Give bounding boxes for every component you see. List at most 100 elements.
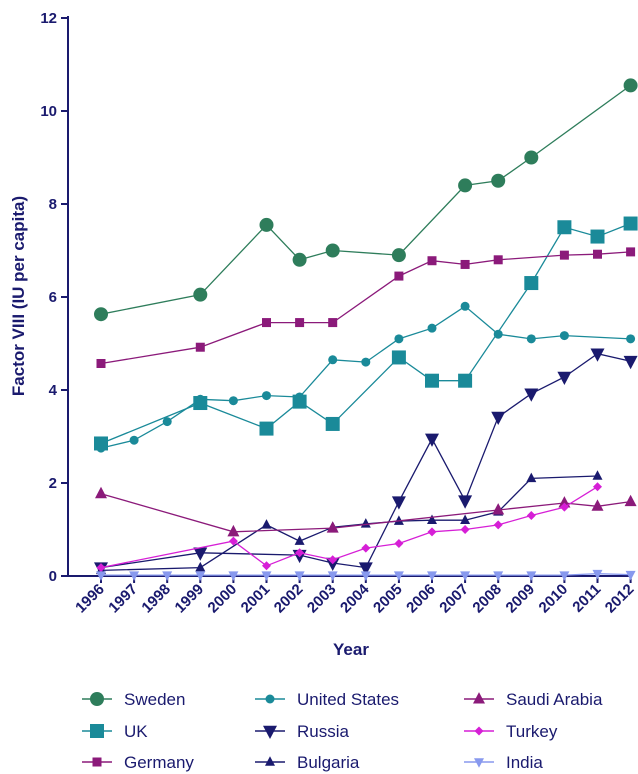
data-point-uk xyxy=(524,276,539,291)
x-tick-label: 2008 xyxy=(469,581,505,617)
legend: Sweden United States Saudi Arabia UK Russia T… xyxy=(82,690,603,772)
data-point-uk xyxy=(590,229,605,244)
data-point-russia xyxy=(491,411,506,426)
y-tick-label: 12 xyxy=(40,10,57,27)
y-tick-label: 2 xyxy=(49,475,57,492)
legend-marker xyxy=(263,725,277,740)
data-point-india xyxy=(526,571,537,581)
data-point-germany xyxy=(295,318,305,328)
x-tick-label: 2010 xyxy=(536,581,572,617)
legend-label: Bulgaria xyxy=(297,753,360,772)
data-point-germany xyxy=(559,250,569,260)
series-bulgaria xyxy=(96,470,603,575)
data-point-germany xyxy=(262,318,271,328)
data-point-uk xyxy=(557,220,572,235)
data-point-united-states xyxy=(460,301,470,311)
series-saudi-arabia xyxy=(95,486,637,537)
data-point-germany xyxy=(626,247,636,257)
x-tick-label: 1999 xyxy=(172,581,208,617)
data-point-turkey xyxy=(493,520,503,530)
legend-item-germany: Germany xyxy=(82,753,194,772)
data-point-united-states xyxy=(328,355,338,365)
data-point-saudi-arabia xyxy=(326,521,339,533)
data-point-turkey xyxy=(328,555,338,565)
data-point-bulgaria xyxy=(261,519,272,529)
data-point-russia xyxy=(590,348,605,362)
data-point-united-states xyxy=(295,392,305,402)
data-point-sweden xyxy=(623,78,638,93)
data-point-sweden xyxy=(292,252,307,267)
data-point-russia xyxy=(391,496,406,510)
data-point-united-states xyxy=(262,391,271,401)
series-line-sweden xyxy=(100,84,631,315)
data-point-india xyxy=(327,571,338,581)
data-point-india xyxy=(592,569,603,580)
legend-label: India xyxy=(506,753,543,772)
legend-item-russia: Russia xyxy=(255,722,350,741)
data-point-india xyxy=(393,571,404,581)
data-point-india xyxy=(129,571,140,581)
legend-marker xyxy=(265,694,275,704)
legend-marker xyxy=(473,692,485,704)
data-point-india xyxy=(360,571,371,581)
y-tick-label: 8 xyxy=(49,196,57,213)
x-tick-label: 2004 xyxy=(337,580,373,616)
x-tick-label: 1997 xyxy=(105,581,141,617)
data-point-russia xyxy=(557,371,572,386)
data-point-india xyxy=(228,571,239,581)
data-point-sweden xyxy=(491,173,506,188)
data-point-russia xyxy=(425,433,439,447)
series-line-russia xyxy=(100,353,631,569)
data-point-russia xyxy=(193,547,208,561)
legend-label: Turkey xyxy=(506,722,558,741)
legend-label: UK xyxy=(124,722,148,741)
data-point-india xyxy=(261,571,272,581)
data-point-united-states xyxy=(526,334,536,344)
data-point-sweden xyxy=(94,307,108,322)
legend-item-turkey: Turkey xyxy=(464,722,558,741)
x-tick-label: 2007 xyxy=(436,581,472,617)
legend-marker xyxy=(90,724,104,738)
x-tick-label: 2000 xyxy=(205,581,241,617)
data-point-turkey xyxy=(559,502,569,512)
data-point-turkey xyxy=(228,536,238,546)
data-point-turkey xyxy=(96,563,106,573)
legend-label: Saudi Arabia xyxy=(506,690,603,709)
data-point-india xyxy=(493,571,504,581)
legend-label: United States xyxy=(297,690,399,709)
data-point-turkey xyxy=(361,543,371,553)
data-point-sweden xyxy=(325,243,340,258)
data-point-bulgaria xyxy=(592,470,603,480)
data-point-turkey xyxy=(593,482,602,492)
data-point-germany xyxy=(593,249,602,259)
legend-item-uk: UK xyxy=(82,722,148,741)
data-point-bulgaria xyxy=(460,514,471,524)
data-point-india xyxy=(96,571,106,581)
x-axis-title: Year xyxy=(333,640,369,659)
data-point-russia xyxy=(325,557,340,572)
data-point-bulgaria xyxy=(427,514,437,524)
y-tick-label: 0 xyxy=(49,568,57,585)
data-point-uk xyxy=(458,373,473,388)
data-point-united-states xyxy=(394,334,404,344)
series-turkey xyxy=(96,482,602,573)
data-point-saudi-arabia xyxy=(591,499,604,511)
data-point-india xyxy=(195,571,206,581)
data-point-turkey xyxy=(295,548,305,558)
data-point-uk xyxy=(425,373,439,388)
data-point-india xyxy=(559,571,570,581)
data-point-india xyxy=(294,571,305,581)
series-india xyxy=(96,569,636,581)
data-point-germany xyxy=(427,256,437,266)
x-tick-label: 2002 xyxy=(271,581,307,617)
data-point-india xyxy=(625,570,636,581)
data-point-turkey xyxy=(526,511,536,521)
data-point-united-states xyxy=(626,334,636,344)
data-point-germany xyxy=(328,318,338,328)
x-tick-label: 2003 xyxy=(304,581,340,617)
axis-labels: Factor VIII (IU per capita) Year xyxy=(9,196,369,659)
data-point-saudi-arabia xyxy=(95,486,107,499)
data-point-united-states xyxy=(559,331,569,341)
x-tick-label: 1998 xyxy=(138,581,174,617)
series-russia xyxy=(94,348,638,576)
